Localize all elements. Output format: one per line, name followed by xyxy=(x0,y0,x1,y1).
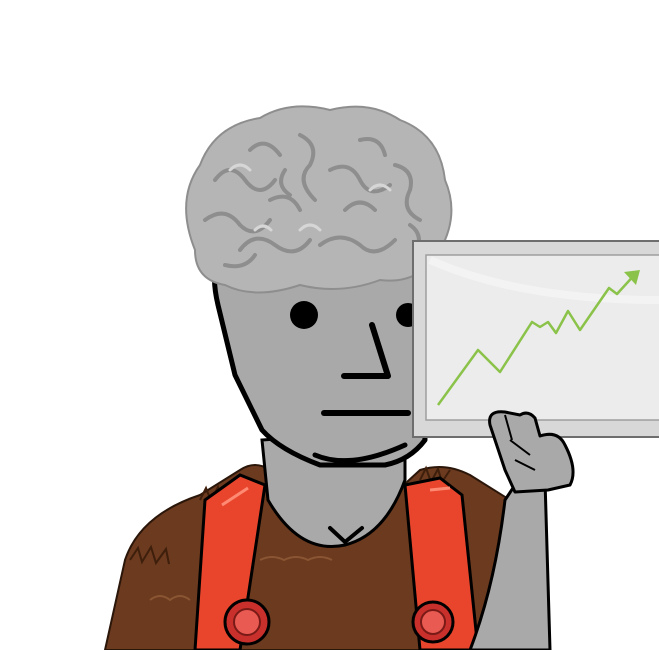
trend-chart-board xyxy=(412,240,659,438)
overalls-button-left xyxy=(223,598,271,646)
overalls-button-right xyxy=(411,600,455,644)
brain-icon xyxy=(185,105,453,294)
jaw-line xyxy=(312,442,408,464)
nose xyxy=(341,322,391,379)
overalls xyxy=(193,473,480,650)
finger-lines xyxy=(504,414,536,471)
collarbone-mark xyxy=(328,526,364,545)
trend-up-icon xyxy=(436,270,640,406)
left-eye xyxy=(290,301,318,329)
